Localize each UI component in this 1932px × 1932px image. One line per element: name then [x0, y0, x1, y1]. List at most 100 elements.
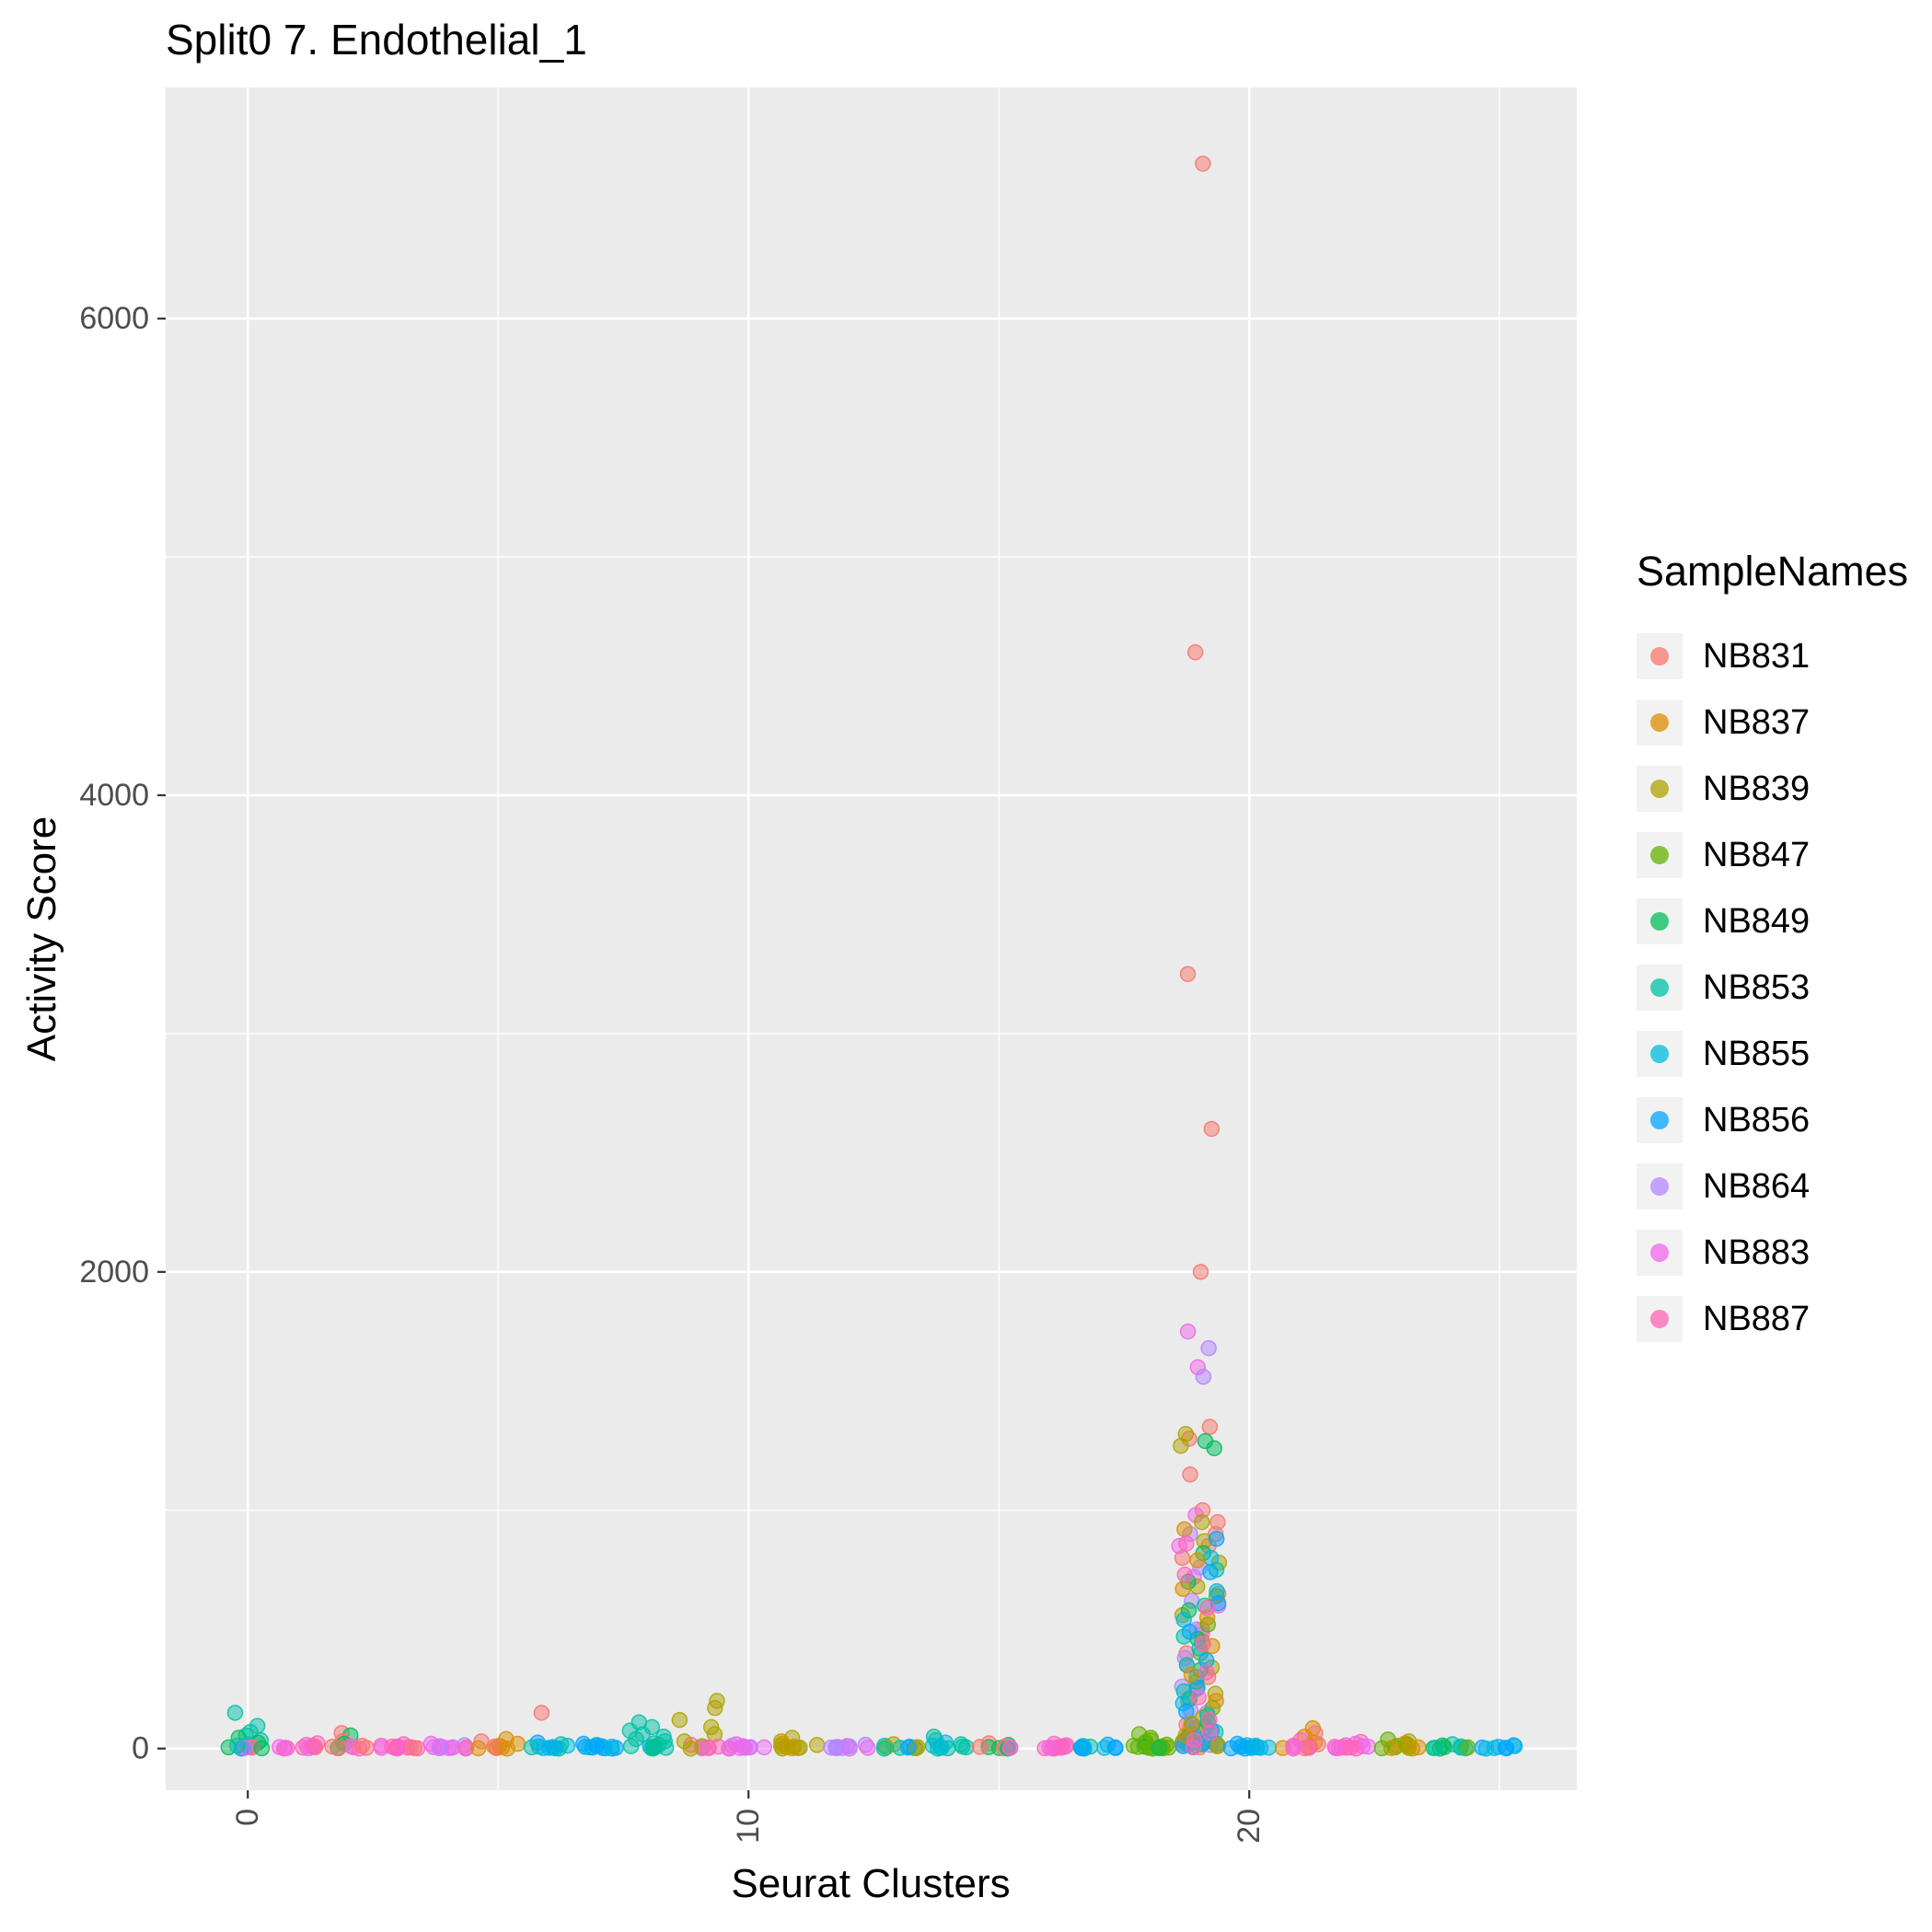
data-point: [1198, 1600, 1216, 1616]
legend-item-label: NB847: [1703, 835, 1811, 874]
data-point: [1176, 1521, 1193, 1538]
legend-item-label: NB883: [1703, 1232, 1811, 1272]
legend-item: NB831: [1637, 623, 1931, 689]
legend-item-label: NB856: [1703, 1100, 1811, 1140]
data-point: [1179, 1323, 1197, 1340]
legend-item: NB856: [1637, 1087, 1931, 1153]
data-point: [1195, 1636, 1211, 1652]
data-point: [1342, 1739, 1359, 1756]
legend-key: [1637, 1230, 1683, 1276]
data-point: [1427, 1740, 1444, 1756]
data-point: [1190, 1689, 1207, 1706]
y-tick-label: 6000: [79, 301, 149, 336]
data-point: [1057, 1738, 1074, 1755]
legend-key: [1637, 1296, 1683, 1342]
data-point: [1208, 1693, 1224, 1709]
legend-item: NB847: [1637, 822, 1931, 888]
data-point: [1151, 1740, 1167, 1756]
data-point: [1202, 1549, 1220, 1567]
data-point: [253, 1740, 271, 1757]
data-point: [1497, 1740, 1514, 1756]
data-point: [1181, 1624, 1198, 1640]
legend-item: NB855: [1637, 1021, 1931, 1087]
legend-sample-dot-icon: [1650, 647, 1669, 665]
data-point: [276, 1740, 294, 1756]
data-point: [1176, 1566, 1194, 1583]
legend-item-label: NB853: [1703, 967, 1811, 1007]
data-point: [707, 1699, 723, 1717]
data-point: [644, 1740, 662, 1757]
data-point: [1129, 1739, 1147, 1755]
data-point: [875, 1740, 893, 1757]
data-point: [1260, 1739, 1278, 1756]
legend-sample-dot-icon: [1650, 978, 1669, 997]
data-point: [1201, 1418, 1219, 1435]
data-point: [1178, 1535, 1195, 1552]
data-point: [1072, 1739, 1090, 1756]
y-tick-label: 0: [132, 1731, 149, 1766]
data-point: [1206, 1440, 1222, 1457]
data-point: [931, 1739, 949, 1755]
legend-title: SampleNames: [1637, 548, 1909, 595]
legend-sample-dot-icon: [1650, 1045, 1669, 1063]
data-point: [1041, 1739, 1058, 1756]
data-point: [544, 1739, 561, 1756]
legend-sample-dot-icon: [1650, 846, 1669, 864]
legend-items: NB831 NB837 NB839 NB847 NB849 NB853 NB855 NB856…: [1637, 623, 1931, 1352]
legend-sample-dot-icon: [1650, 1244, 1669, 1262]
data-point: [622, 1738, 640, 1754]
legend-sample-dot-icon: [1650, 1111, 1669, 1129]
y-axis-title: Activity Score: [19, 816, 64, 1062]
chart-title: Split0 7. Endothelial_1: [166, 16, 587, 64]
legend-key: [1637, 832, 1683, 878]
legend-item-label: NB864: [1703, 1166, 1811, 1206]
legend-key: [1637, 1097, 1683, 1143]
data-point: [1185, 1739, 1202, 1756]
data-point: [1192, 1264, 1209, 1280]
data-point: [1173, 1438, 1189, 1454]
data-point: [860, 1740, 876, 1756]
legend-sample-dot-icon: [1650, 780, 1669, 798]
data-point: [1359, 1738, 1377, 1755]
data-point: [671, 1711, 688, 1729]
x-tick-label: 0: [230, 1809, 265, 1826]
data-point: [1107, 1740, 1124, 1756]
data-point: [1410, 1739, 1427, 1756]
data-point: [1202, 1564, 1219, 1580]
data-point: [899, 1739, 917, 1756]
data-point: [226, 1705, 244, 1721]
data-point: [808, 1737, 826, 1753]
data-point: [353, 1737, 371, 1754]
data-point: [1189, 1552, 1206, 1568]
data-point: [1193, 1513, 1210, 1531]
legend-item-label: NB837: [1703, 702, 1811, 742]
data-point: [330, 1740, 347, 1757]
legend-key: [1637, 898, 1683, 944]
data-point: [971, 1739, 989, 1755]
data-point: [1201, 1725, 1219, 1741]
x-tick-label: 10: [731, 1809, 766, 1844]
data-point: [721, 1740, 737, 1757]
data-point: [1208, 1531, 1225, 1547]
data-point: [1286, 1739, 1302, 1755]
legend-item-label: NB839: [1703, 769, 1811, 808]
data-point: [306, 1738, 323, 1754]
legend-sample-dot-icon: [1650, 713, 1669, 732]
data-point: [1327, 1740, 1345, 1757]
legend-item-label: NB849: [1703, 901, 1811, 941]
data-point: [588, 1737, 605, 1754]
data-point: [756, 1739, 772, 1756]
data-point: [958, 1739, 975, 1756]
legend-sample-dot-icon: [1650, 1310, 1669, 1328]
y-tick-label: 2000: [79, 1255, 149, 1290]
axes: 0 2000 4000 6000 0 10 20: [79, 301, 1267, 1844]
data-point: [1477, 1740, 1495, 1757]
data-point: [1179, 966, 1197, 982]
data-point: [785, 1738, 803, 1755]
legend-item: NB839: [1637, 756, 1931, 822]
legend-item: NB883: [1637, 1220, 1931, 1286]
legend-key: [1637, 965, 1683, 1011]
x-axis-title: Seurat Clusters: [731, 1861, 1011, 1906]
legend-item-label: NB831: [1703, 636, 1811, 676]
